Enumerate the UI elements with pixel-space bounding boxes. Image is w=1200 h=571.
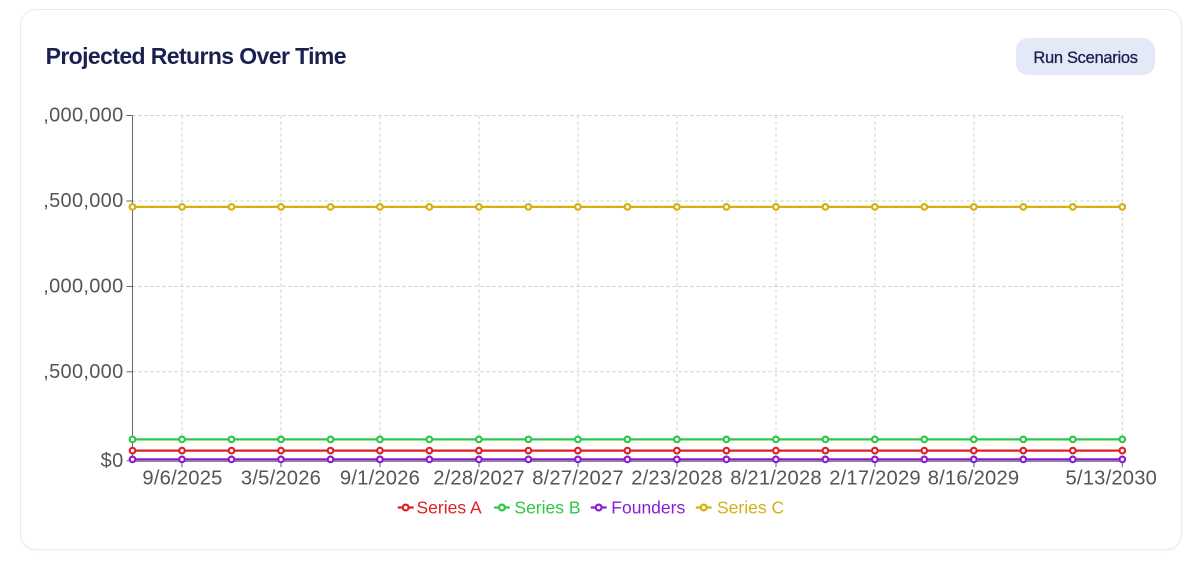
svg-text:2/17/2029: 2/17/2029: [829, 468, 921, 490]
svg-text:2/28/2027: 2/28/2027: [433, 468, 525, 490]
svg-text:Series C: Series C: [717, 498, 784, 518]
svg-text:5/13/2030: 5/13/2030: [1065, 468, 1156, 490]
svg-text:8/21/2028: 8/21/2028: [730, 468, 822, 490]
svg-text:8/27/2027: 8/27/2027: [532, 468, 624, 490]
svg-text:Series B: Series B: [514, 498, 580, 518]
svg-text:Series A: Series A: [417, 498, 482, 518]
svg-text:Founders: Founders: [611, 498, 685, 518]
svg-text:$4,500,000: $4,500,000: [45, 190, 124, 212]
svg-text:$3,000,000: $3,000,000: [45, 276, 124, 298]
svg-text:$0: $0: [101, 450, 124, 472]
svg-text:2/23/2028: 2/23/2028: [631, 468, 723, 490]
svg-text:$1,500,000: $1,500,000: [45, 361, 124, 383]
svg-text:9/6/2025: 9/6/2025: [142, 468, 222, 490]
svg-text:3/5/2026: 3/5/2026: [241, 468, 321, 490]
svg-text:9/1/2026: 9/1/2026: [340, 468, 420, 490]
svg-text:$6,000,000: $6,000,000: [45, 105, 124, 127]
svg-text:8/16/2029: 8/16/2029: [928, 468, 1020, 490]
